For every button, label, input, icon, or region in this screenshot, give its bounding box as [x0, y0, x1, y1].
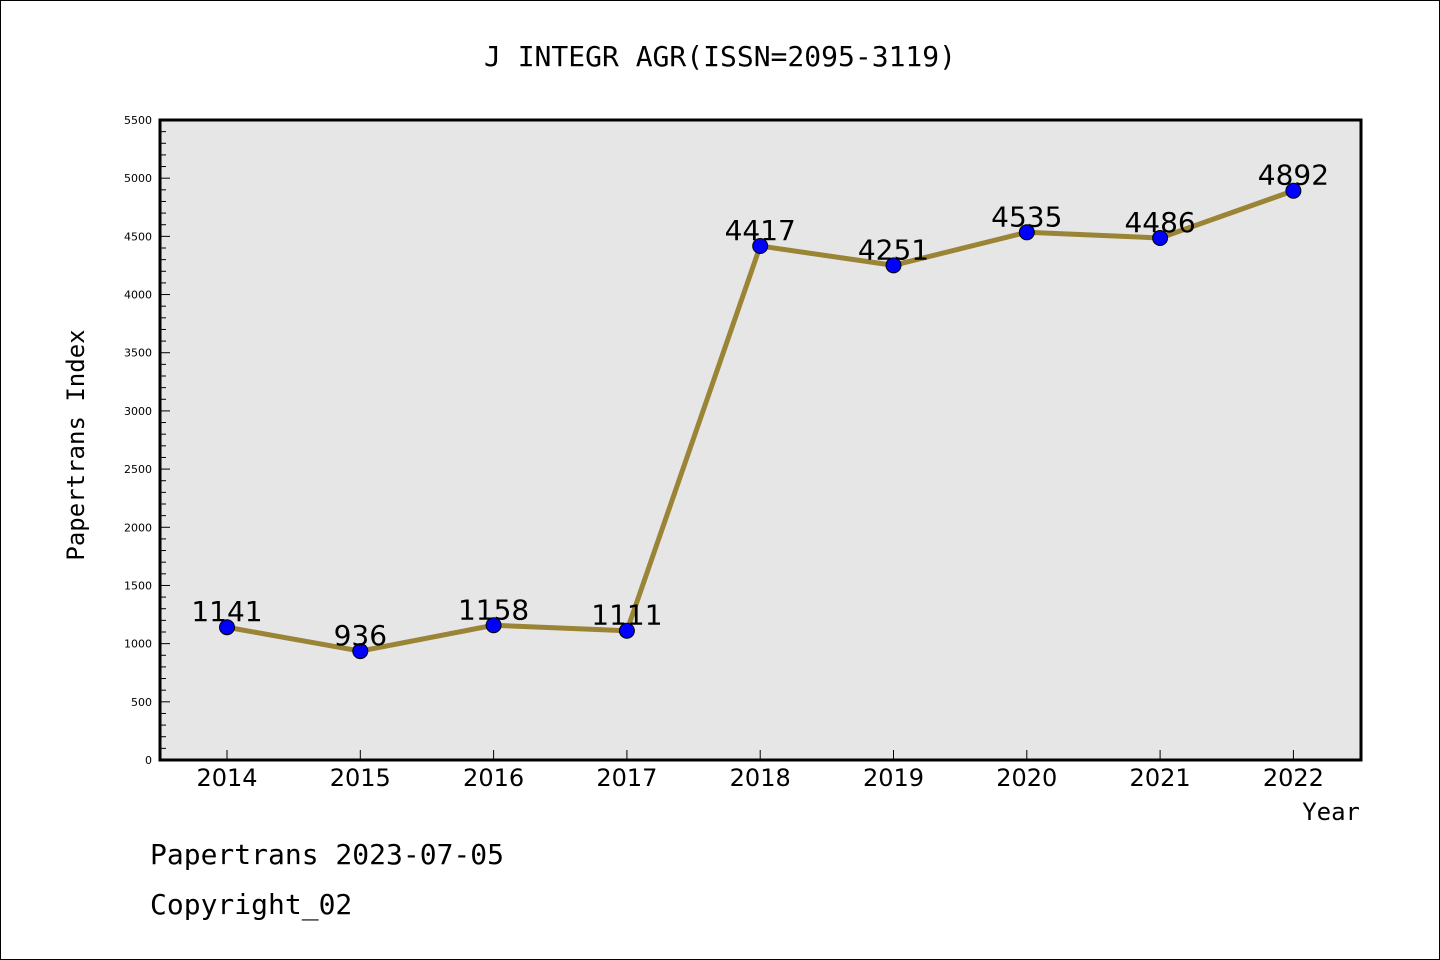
- x-tick-label: 2022: [1263, 764, 1324, 792]
- y-tick-label: 1000: [124, 638, 152, 651]
- y-tick-label: 2000: [124, 521, 152, 534]
- data-label: 4892: [1258, 159, 1329, 192]
- x-tick-label: 2015: [330, 764, 391, 792]
- data-label: 936: [334, 619, 387, 652]
- y-axis: 0 500 1000 1500 2000 2500 3000 3500 4000 4500 5000…: [124, 114, 170, 767]
- data-label: 4486: [1124, 206, 1195, 239]
- data-point: [752, 238, 769, 255]
- data-label: 1111: [591, 599, 662, 632]
- y-tick-label: 1500: [124, 579, 152, 592]
- x-tick-label: 2021: [1130, 764, 1191, 792]
- chart-title: J INTEGR AGR(ISSN=2095-3119): [484, 40, 956, 73]
- x-axis: 2014 2015 2016 2017 2018 2019 2020 2021 2022: [196, 750, 1324, 792]
- data-point: [618, 622, 635, 639]
- x-tick-label: 2018: [730, 764, 791, 792]
- data-label: 1158: [458, 593, 529, 626]
- y-tick-label: 4500: [124, 230, 152, 243]
- data-point: [1152, 229, 1169, 246]
- y-tick-label: 3000: [124, 405, 152, 418]
- y-tick-label: 0: [145, 754, 152, 767]
- data-point: [485, 617, 502, 634]
- x-tick-label: 2016: [463, 764, 524, 792]
- data-point: [885, 257, 902, 274]
- data-label: 4535: [991, 200, 1062, 233]
- x-tick-label: 2017: [596, 764, 657, 792]
- y-tick-label: 2500: [124, 463, 152, 476]
- y-tick-label: 5500: [124, 114, 152, 127]
- data-point: [1285, 182, 1302, 199]
- x-tick-label: 2020: [996, 764, 1057, 792]
- y-tick-label: 4000: [124, 289, 152, 302]
- data-point: [1018, 224, 1035, 241]
- x-tick-label: 2019: [863, 764, 924, 792]
- y-axis-label: Papertrans Index: [62, 329, 90, 560]
- data-point: [219, 619, 235, 636]
- y-tick-label: 3500: [124, 347, 152, 360]
- data-label: 1141: [191, 595, 262, 628]
- y-tick-label: 5000: [124, 172, 152, 185]
- data-point: [352, 643, 369, 660]
- data-label: 4417: [725, 214, 796, 247]
- x-axis-label: Year: [1302, 798, 1360, 826]
- x-tick-label: 2014: [196, 764, 257, 792]
- y-tick-label: 500: [131, 696, 152, 709]
- series-line-group: [219, 182, 1302, 660]
- data-labels: 1141 936 1158 1111 4417 4251 4535 4486 4892: [191, 159, 1329, 652]
- footer-copyright: Copyright_02: [150, 888, 352, 922]
- footer-date: Papertrans 2023-07-05: [150, 838, 504, 871]
- data-label: 4251: [858, 233, 929, 266]
